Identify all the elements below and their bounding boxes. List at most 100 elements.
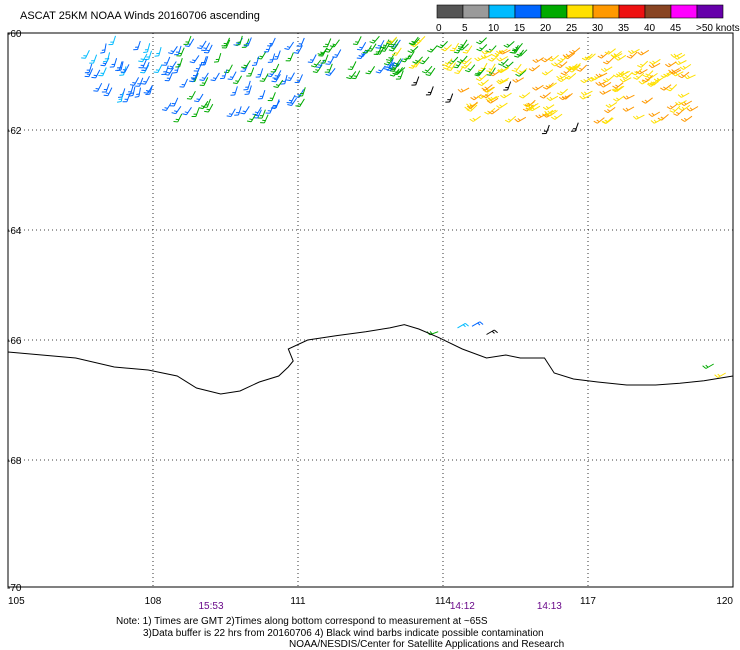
wind-barb: [251, 56, 260, 66]
wind-barb: [246, 67, 255, 77]
wind-barb: [560, 68, 572, 76]
wind-barb: [666, 103, 679, 110]
wind-speed-legend: 0 5 10 15 20 25 30 35 40 45 >50 knots: [436, 4, 740, 34]
wind-barb: [626, 51, 638, 59]
wind-barb: [604, 106, 616, 114]
longitude-label: 105: [8, 596, 25, 607]
wind-barb: [186, 90, 196, 100]
legend-swatch: [514, 4, 542, 19]
wind-barb: [171, 106, 182, 115]
wind-barb: [272, 70, 282, 79]
wind-barb: [680, 115, 693, 122]
wind-barb: [637, 49, 650, 56]
wind-barb: [179, 78, 188, 88]
wind-barb: [138, 53, 148, 63]
wind-barb: [605, 101, 618, 108]
wind-barb: [182, 107, 192, 116]
wind-barb: [220, 69, 228, 80]
pass-time-label: 14:12: [450, 601, 475, 612]
wind-barb: [190, 69, 200, 79]
wind-barb: [496, 56, 508, 62]
wind-barb: [235, 35, 243, 46]
wind-barb: [324, 44, 335, 53]
legend-label: 40: [644, 23, 656, 34]
wind-barb: [227, 71, 237, 81]
wind-barb: [285, 72, 295, 82]
wind-barb: [613, 95, 625, 102]
wind-barb: [487, 95, 500, 101]
wind-barb: [637, 60, 649, 68]
wind-barb: [568, 66, 580, 73]
wind-barb: [375, 65, 386, 74]
wind-barb: [267, 37, 276, 47]
wind-barb: [257, 89, 266, 100]
wind-barb: [569, 47, 581, 54]
wind-barb: [210, 72, 220, 82]
wind-barb: [466, 104, 478, 112]
wind-barb: [532, 57, 544, 63]
wind-barb: [141, 61, 150, 71]
legend-swatch: [462, 4, 490, 19]
wind-barb: [597, 52, 609, 59]
wind-barb: [595, 72, 608, 78]
wind-barb: [270, 63, 280, 73]
wind-barb: [532, 84, 544, 91]
wind-barb: [610, 53, 623, 59]
wind-barb: [270, 100, 281, 110]
wind-barb: [528, 105, 541, 112]
legend-label: 25: [566, 23, 578, 34]
wind-barb: [622, 71, 633, 79]
map-frame: [7, 32, 734, 588]
wind-barb: [241, 60, 251, 69]
wind-barb: [603, 57, 614, 65]
wind-barb: [612, 85, 625, 92]
wind-barb: [558, 94, 571, 101]
wind-barb: [388, 43, 399, 52]
legend-label: 10: [488, 23, 500, 34]
longitude-label: 108: [145, 596, 162, 607]
contaminated-wind-barbs: [411, 76, 579, 135]
wind-barb: [665, 61, 677, 68]
wind-barb: [678, 71, 690, 79]
wind-barb: [488, 54, 499, 62]
wind-barb: [660, 70, 672, 78]
wind-barb: [602, 75, 614, 83]
wind-barb: [496, 102, 508, 109]
wind-barb: [108, 35, 116, 46]
wind-barb: [427, 45, 438, 53]
wind-barb: [474, 68, 485, 77]
wind-barb: [280, 74, 288, 85]
contaminated-wind-barb: [445, 93, 454, 103]
wind-barb: [587, 76, 600, 82]
wind-barb: [400, 54, 411, 63]
wind-barb: [129, 77, 140, 86]
wind-barb: [175, 57, 183, 68]
wind-barb: [680, 100, 693, 106]
wind-barb: [631, 68, 643, 76]
wind-barb: [143, 43, 151, 53]
wind-barb: [133, 40, 141, 51]
wind-barb: [346, 71, 357, 80]
wind-barb: [365, 66, 376, 75]
wind-barb: [564, 72, 577, 80]
wind-barb: [168, 46, 178, 55]
wind-barb: [162, 102, 172, 112]
wind-barb: [191, 107, 200, 118]
legend-label: 5: [462, 23, 468, 34]
wind-barb: [516, 49, 528, 57]
coastal-wind-barb: [471, 321, 484, 327]
wind-barb: [457, 55, 468, 64]
wind-barb: [641, 97, 653, 104]
legend-swatch: [566, 4, 594, 19]
wind-barb: [556, 74, 568, 80]
wind-barb: [669, 69, 682, 75]
wind-barb: [260, 114, 269, 124]
wind-barb: [547, 54, 559, 62]
wind-barb: [683, 74, 696, 80]
wind-barb: [474, 55, 486, 62]
wind-barb: [173, 113, 183, 123]
wind-barb: [670, 52, 683, 58]
wind-barb: [535, 113, 548, 119]
wind-barb: [614, 54, 627, 61]
